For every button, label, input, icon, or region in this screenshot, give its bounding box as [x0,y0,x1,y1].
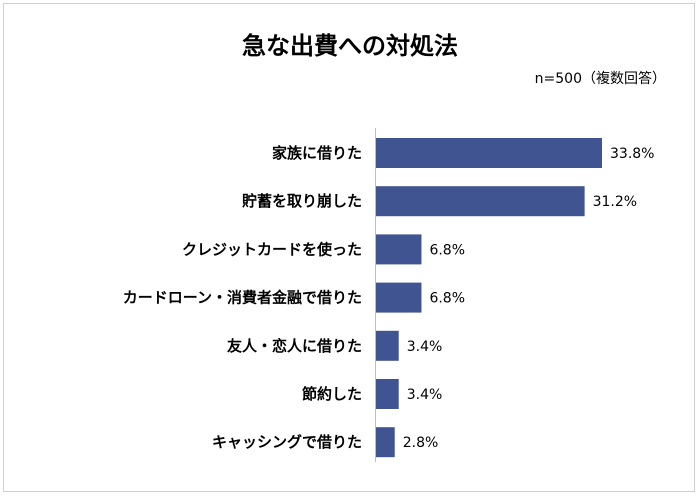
value-label: 3.4% [407,339,443,355]
category-label: 節約した [302,385,362,403]
category-label: 貯蓄を取り崩した [242,192,362,210]
bar [376,234,422,265]
value-label: 6.8% [429,242,465,258]
chart-frame [3,3,695,492]
category-label: クレジットカードを使った [182,240,362,258]
bar [376,330,399,361]
value-label: 3.4% [407,387,443,403]
value-label: 31.2% [593,194,637,210]
category-label: 友人・恋人に借りた [227,337,362,355]
value-label: 2.8% [403,435,439,451]
category-label: 家族に借りた [272,144,362,162]
category-label: キャッシングで借りた [212,433,362,451]
bar [376,186,585,217]
value-label: 33.8% [610,146,654,162]
value-label: 6.8% [429,291,465,307]
category-label: カードローン・消費者金融で借りた [123,289,362,307]
sample-size-note: n=500（複数回答） [534,71,666,87]
bar [376,427,395,458]
bar [376,282,422,313]
bar [376,138,602,168]
chart-title: 急な出費への対処法 [242,32,458,60]
bar [376,379,399,409]
